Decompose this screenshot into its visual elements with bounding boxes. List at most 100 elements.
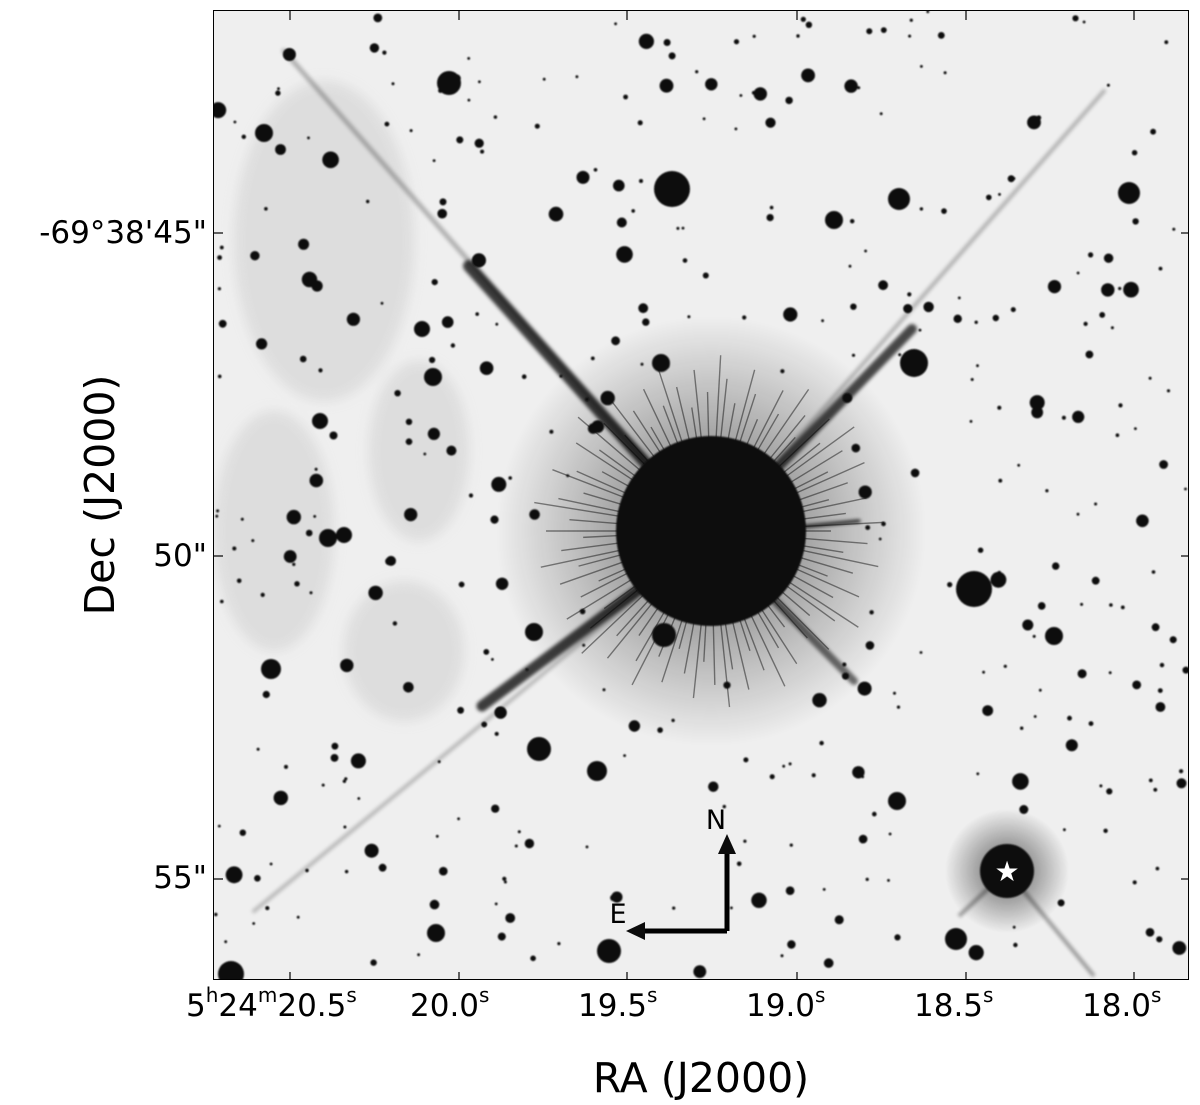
field-star <box>907 292 912 297</box>
field-star <box>256 338 268 350</box>
field-star <box>919 651 923 654</box>
field-star <box>313 515 317 518</box>
field-star <box>309 473 324 488</box>
field-star <box>610 894 617 901</box>
field-star <box>275 144 286 155</box>
field-star <box>969 420 973 423</box>
bright-star-ray <box>575 442 637 483</box>
field-star <box>435 834 439 838</box>
field-star <box>730 906 733 910</box>
ra-tick-label: 18.0s <box>1082 983 1162 1024</box>
bright-star-ray <box>755 608 780 649</box>
field-star <box>943 71 947 75</box>
field-star <box>652 623 676 647</box>
y-axis-label: Dec (J2000) <box>76 374 124 616</box>
field-star <box>1022 619 1034 631</box>
field-star <box>275 90 281 96</box>
field-star <box>250 251 260 261</box>
field-star <box>878 537 882 541</box>
field-star <box>900 349 928 377</box>
field-star <box>1118 182 1140 204</box>
field-star <box>441 316 454 328</box>
bright-star-ray <box>800 521 884 528</box>
field-star <box>1037 602 1046 610</box>
field-star <box>1166 389 1171 393</box>
field-star <box>642 318 650 326</box>
field-star <box>294 581 300 587</box>
field-star <box>305 529 313 537</box>
field-star <box>585 397 589 402</box>
field-star <box>1082 20 1086 24</box>
field-star <box>733 39 740 45</box>
bright-star-ray <box>733 369 756 445</box>
bright-star-ray <box>749 611 786 687</box>
field-star <box>785 886 795 895</box>
field-star <box>614 22 617 26</box>
field-star <box>380 301 384 305</box>
field-star <box>1159 662 1165 668</box>
bright-star-core <box>616 436 806 626</box>
field-star <box>1176 778 1187 789</box>
field-star <box>542 77 546 81</box>
bright-star-ray <box>799 544 844 553</box>
bright-star-ray <box>783 426 855 479</box>
field-star <box>296 915 300 919</box>
field-star <box>898 353 902 357</box>
field-star <box>1103 253 1114 263</box>
field-star <box>1032 634 1036 638</box>
field-star <box>865 525 871 530</box>
field-star <box>514 844 518 848</box>
field-star <box>888 792 906 810</box>
bright-star-ray <box>583 534 622 539</box>
field-star <box>457 817 460 821</box>
field-star <box>765 117 776 128</box>
field-star <box>681 226 685 230</box>
field-star <box>405 418 413 425</box>
field-star <box>977 547 984 553</box>
bright-star-ray <box>738 616 751 652</box>
field-star <box>1184 487 1187 491</box>
field-star <box>1063 828 1066 832</box>
field-star <box>217 824 221 828</box>
bright-star-ray <box>561 541 622 552</box>
field-star <box>1091 576 1100 585</box>
field-star <box>881 521 886 527</box>
field-star <box>215 514 219 518</box>
field-star <box>344 777 348 781</box>
field-star <box>975 588 982 595</box>
field-star <box>438 88 443 93</box>
field-star <box>373 13 383 23</box>
field-star <box>722 804 726 809</box>
field-star <box>1179 769 1184 774</box>
field-star <box>1017 463 1021 467</box>
field-star <box>305 868 309 873</box>
field-star <box>743 757 749 763</box>
bright-star-ray <box>797 499 830 509</box>
field-star <box>282 48 296 61</box>
field-star <box>976 772 980 776</box>
field-star <box>1072 410 1085 423</box>
field-star <box>1148 376 1152 380</box>
field-star <box>286 509 301 525</box>
field-star <box>468 493 474 498</box>
field-star <box>458 581 465 588</box>
field-star <box>640 362 644 366</box>
field-star <box>344 869 349 874</box>
compass-east-label: E <box>609 899 626 930</box>
field-star <box>866 28 873 35</box>
field-star <box>1106 83 1110 87</box>
field-star <box>956 571 992 607</box>
field-star <box>260 592 265 598</box>
field-star <box>252 922 256 925</box>
field-star <box>672 906 676 910</box>
bright-star-ray <box>773 594 830 650</box>
field-star <box>789 843 793 847</box>
bright-star-ray <box>792 462 865 496</box>
bright-star-ray <box>691 407 698 443</box>
field-star <box>1036 115 1042 121</box>
field-star <box>475 312 480 316</box>
field-star <box>851 353 856 357</box>
field-star <box>483 649 490 655</box>
bright-star-ray <box>751 390 784 452</box>
field-star <box>587 761 607 781</box>
